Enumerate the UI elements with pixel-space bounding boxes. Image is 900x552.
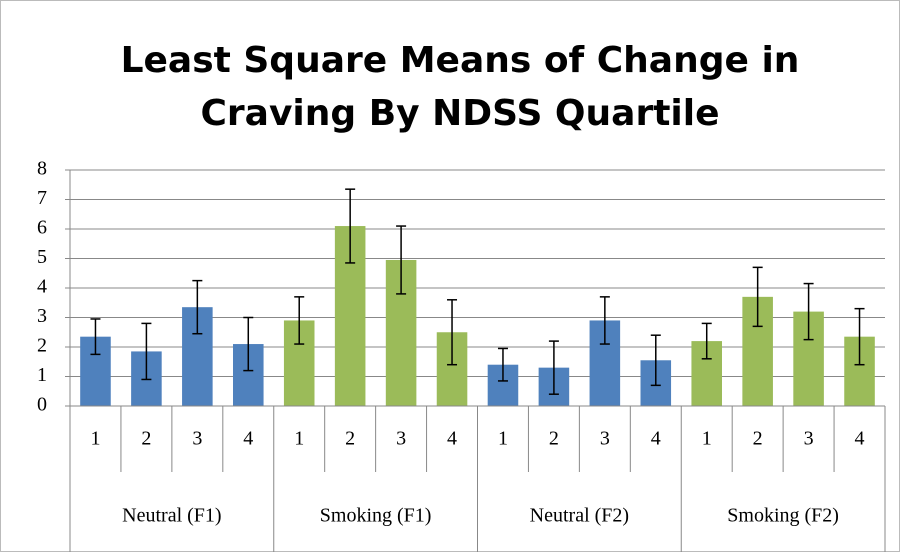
y-tick-label: 2 xyxy=(37,335,47,357)
chart-title: Least Square Means of Change in Craving B… xyxy=(121,40,800,134)
group-label: Neutral (F2) xyxy=(530,505,629,527)
x-tick-label: 2 xyxy=(141,428,151,450)
y-tick-label: 0 xyxy=(37,394,47,416)
y-tick-label: 7 xyxy=(37,187,47,209)
error-bar xyxy=(497,347,508,382)
y-tick-label: 5 xyxy=(37,246,47,268)
x-tick-label: 2 xyxy=(753,428,763,450)
error-bar xyxy=(345,188,356,264)
y-tick-label: 4 xyxy=(37,276,47,298)
x-tick-label: 1 xyxy=(90,428,100,450)
error-bar xyxy=(854,307,865,366)
x-tick-label: 2 xyxy=(549,428,559,450)
x-tick-label: 4 xyxy=(447,428,457,450)
error-bar xyxy=(141,322,152,381)
error-bar xyxy=(701,322,712,360)
error-bar xyxy=(90,318,101,356)
x-tick-label: 2 xyxy=(345,428,355,450)
error-bar xyxy=(650,334,661,387)
y-tick-label: 6 xyxy=(37,217,47,239)
x-tick-label: 4 xyxy=(855,428,865,450)
error-bar xyxy=(396,225,407,295)
error-bar xyxy=(599,296,610,345)
x-tick-label: 1 xyxy=(702,428,712,450)
x-tick-label: 3 xyxy=(396,428,406,450)
x-tick-label: 1 xyxy=(498,428,508,450)
y-tick-label: 1 xyxy=(37,364,47,386)
y-tick-label: 8 xyxy=(37,158,47,180)
error-bar xyxy=(192,279,203,335)
group-label: Smoking (F1) xyxy=(320,505,432,527)
error-bar xyxy=(294,296,305,345)
group-label: Neutral (F1) xyxy=(122,505,221,527)
error-bar xyxy=(243,316,254,372)
x-tick-label: 4 xyxy=(243,428,253,450)
x-tick-label: 3 xyxy=(192,428,202,450)
error-bar xyxy=(447,299,458,366)
error-bar xyxy=(752,266,763,328)
x-tick-label: 3 xyxy=(804,428,814,450)
x-tick-label: 1 xyxy=(294,428,304,450)
error-bar xyxy=(548,340,559,395)
x-tick-label: 3 xyxy=(600,428,610,450)
y-tick-label: 3 xyxy=(37,305,47,327)
x-tick-label: 4 xyxy=(651,428,661,450)
error-bar xyxy=(803,282,814,341)
group-label: Smoking (F2) xyxy=(727,505,839,527)
